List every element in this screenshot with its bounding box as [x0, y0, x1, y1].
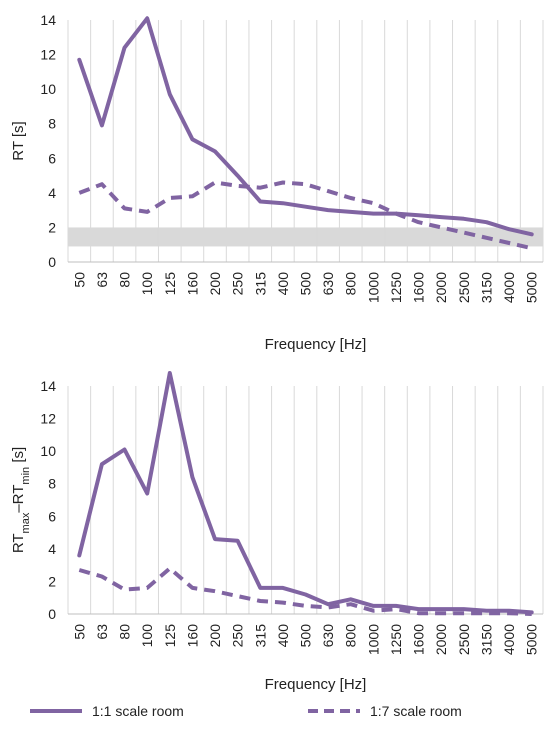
x-tick-label: 630 — [320, 272, 336, 296]
x-tick-label: 50 — [71, 272, 87, 288]
x-tick-label: 1600 — [411, 624, 427, 655]
y-axis-title-part: RT — [10, 533, 27, 553]
x-tick-label: 63 — [94, 272, 110, 288]
x-tick-label: 1250 — [388, 624, 404, 655]
x-tick-label: 200 — [207, 624, 223, 648]
x-tick-label: 63 — [94, 624, 110, 640]
x-tick-label: 800 — [343, 272, 359, 296]
x-tick-label: 160 — [184, 624, 200, 648]
y-tick-label: 14 — [40, 378, 56, 394]
y-axis-title: RT [s] — [10, 121, 27, 160]
y-tick-label: 4 — [48, 185, 56, 201]
y-tick-label: 0 — [48, 606, 56, 622]
x-tick-label: 400 — [275, 624, 291, 648]
x-axis-title: Frequency [Hz] — [265, 336, 367, 353]
series-line-1-1-scale — [77, 371, 534, 615]
y-axis-title-part: –RT — [10, 485, 27, 513]
x-tick-label: 3150 — [478, 272, 494, 303]
x-tick-label: 315 — [252, 272, 268, 296]
legend-label-solid: 1:1 scale room — [92, 703, 184, 719]
y-tick-label: 10 — [40, 81, 56, 97]
x-tick-label: 100 — [139, 272, 155, 296]
x-tick-label: 3150 — [478, 624, 494, 655]
y-tick-label: 6 — [48, 150, 56, 166]
x-tick-label: 1000 — [365, 624, 381, 655]
y-tick-label: 12 — [40, 411, 56, 427]
legend-label-dashed: 1:7 scale room — [370, 703, 462, 719]
x-tick-label: 2000 — [433, 624, 449, 655]
x-tick-label: 500 — [298, 272, 314, 296]
x-tick-label: 125 — [162, 624, 178, 648]
y-tick-label: 4 — [48, 541, 56, 557]
y-axis-title-part: max — [20, 512, 32, 533]
x-axis-title: Frequency [Hz] — [265, 676, 367, 693]
y-tick-label: 12 — [40, 47, 56, 63]
legend-item-dashed: 1:7 scale room — [306, 698, 462, 724]
x-tick-label: 500 — [298, 624, 314, 648]
legend-swatch-solid — [30, 709, 82, 713]
x-tick-label: 4000 — [501, 272, 517, 303]
y-tick-label: 6 — [48, 508, 56, 524]
x-tick-label: 5000 — [524, 624, 540, 655]
y-axis-title-part: [s] — [10, 447, 27, 467]
y-tick-label: 10 — [40, 443, 56, 459]
y-tick-label: 2 — [48, 219, 56, 235]
y-axis-title-part: min — [20, 467, 32, 485]
series-line-1-7-scale — [78, 180, 533, 251]
y-axis-title: RTmax–RTmin [s] — [10, 447, 32, 553]
x-tick-label: 80 — [117, 272, 133, 288]
x-tick-label: 400 — [275, 272, 291, 296]
series-line-1-1-scale — [77, 16, 534, 237]
x-tick-label: 1000 — [365, 272, 381, 303]
x-tick-label: 125 — [162, 272, 178, 296]
y-tick-label: 14 — [40, 12, 56, 28]
y-tick-label: 8 — [48, 476, 56, 492]
x-tick-label: 630 — [320, 624, 336, 648]
x-tick-label: 5000 — [524, 272, 540, 303]
x-tick-label: 200 — [207, 272, 223, 296]
x-tick-label: 2500 — [456, 624, 472, 655]
y-tick-label: 8 — [48, 116, 56, 132]
x-tick-label: 160 — [184, 272, 200, 296]
x-tick-label: 250 — [230, 272, 246, 296]
series-line-1-7-scale — [78, 566, 532, 616]
x-tick-label: 80 — [117, 624, 133, 640]
x-tick-label: 250 — [230, 624, 246, 648]
x-tick-label: 800 — [343, 624, 359, 648]
legend-swatch-dashed — [308, 709, 360, 713]
x-tick-label: 50 — [71, 624, 87, 640]
y-tick-label: 0 — [48, 254, 56, 270]
x-tick-label: 4000 — [501, 624, 517, 655]
y-tick-label: 2 — [48, 573, 56, 589]
legend-item-solid: 1:1 scale room — [28, 698, 184, 724]
reference-band — [68, 227, 543, 247]
x-tick-label: 2000 — [433, 272, 449, 303]
x-tick-label: 100 — [139, 624, 155, 648]
x-tick-label: 315 — [252, 624, 268, 648]
x-tick-label: 2500 — [456, 272, 472, 303]
x-tick-label: 1600 — [411, 272, 427, 303]
x-tick-label: 1250 — [388, 272, 404, 303]
legend: 1:1 scale room 1:7 scale room — [0, 698, 550, 724]
